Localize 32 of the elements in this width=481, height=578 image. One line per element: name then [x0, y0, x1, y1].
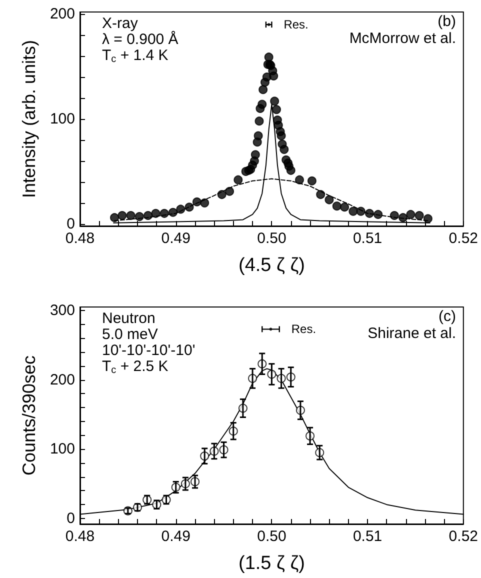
x-axis-title: (4.5 ζ ζ) [238, 255, 305, 276]
annotation: Shirane et al. [368, 325, 456, 342]
annotation: McMorrow et al. [349, 30, 456, 47]
y-tick-label: 0 [66, 510, 75, 527]
y-tick-label: 300 [50, 302, 75, 319]
annotation: (b) [438, 13, 456, 30]
annotation: (c) [438, 308, 456, 325]
annotation: Neutron [102, 310, 156, 327]
annotation: X-ray [102, 15, 138, 32]
annotation: 5.0 meV [102, 326, 158, 343]
x-tick-label: 0.50 [257, 528, 286, 545]
x-tick-label: 0.49 [161, 230, 190, 247]
x-axis-title: (1.5 ζ ζ) [238, 553, 305, 574]
y-tick-label: 200 [50, 6, 75, 23]
x-tick-label: 0.51 [352, 528, 382, 545]
x-tick-label: 0.52 [448, 528, 478, 545]
y-tick-label: 200 [50, 371, 75, 388]
x-tick-label: 0.51 [352, 230, 382, 247]
series-label: Res. [291, 322, 316, 336]
annotation: λ = 0.900 Å [102, 30, 178, 48]
series-label: Res. [284, 18, 308, 32]
y-axis-title: Counts/390sec [19, 355, 39, 476]
y-axis-title: Intensity (arb. units) [19, 40, 39, 198]
x-tick-label: 0.52 [448, 230, 478, 247]
x-tick-label: 0.50 [257, 230, 286, 247]
annotation: 10'-10'-10'-10' [102, 342, 196, 359]
y-tick-label: 100 [50, 440, 75, 458]
y-tick-label: 0 [66, 215, 75, 232]
x-tick-label: 0.48 [65, 528, 95, 545]
x-tick-label: 0.48 [65, 230, 95, 247]
y-tick-label: 100 [50, 110, 75, 128]
x-tick-label: 0.49 [161, 528, 190, 545]
